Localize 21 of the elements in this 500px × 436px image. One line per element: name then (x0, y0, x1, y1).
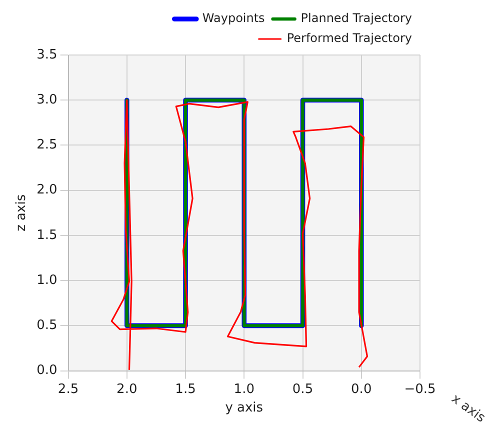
y-tick-label: 1.5 (36, 228, 58, 243)
x-tick-label: 2.0 (116, 382, 138, 397)
legend-label: Waypoints (202, 11, 265, 26)
y-axis-title: z axis (14, 194, 30, 232)
legend-label: Performed Trajectory (286, 31, 412, 46)
legend-label: Planned Trajectory (300, 11, 412, 26)
y-tick-label: 3.5 (36, 47, 58, 62)
x-tick-label: 1.5 (175, 382, 196, 397)
x-tick-label: 0.5 (292, 382, 314, 397)
y-tick-label: 3.0 (36, 92, 58, 108)
y-tick-label: 0.5 (36, 318, 58, 334)
y-tick-label: 1.0 (36, 272, 58, 288)
text: x axis (448, 392, 488, 426)
y-tick-label: 0.0 (36, 363, 58, 378)
y-tick-label: 2.5 (36, 138, 58, 153)
y-tick-label: 2.0 (36, 182, 58, 198)
x-tick-label: −0.5 (404, 382, 436, 397)
x-axis-title: y axis (225, 400, 264, 416)
x-tick-label: 0.0 (351, 382, 372, 397)
x-tick-label: 2.5 (58, 382, 79, 397)
x-tick-label: 1.0 (234, 382, 254, 397)
